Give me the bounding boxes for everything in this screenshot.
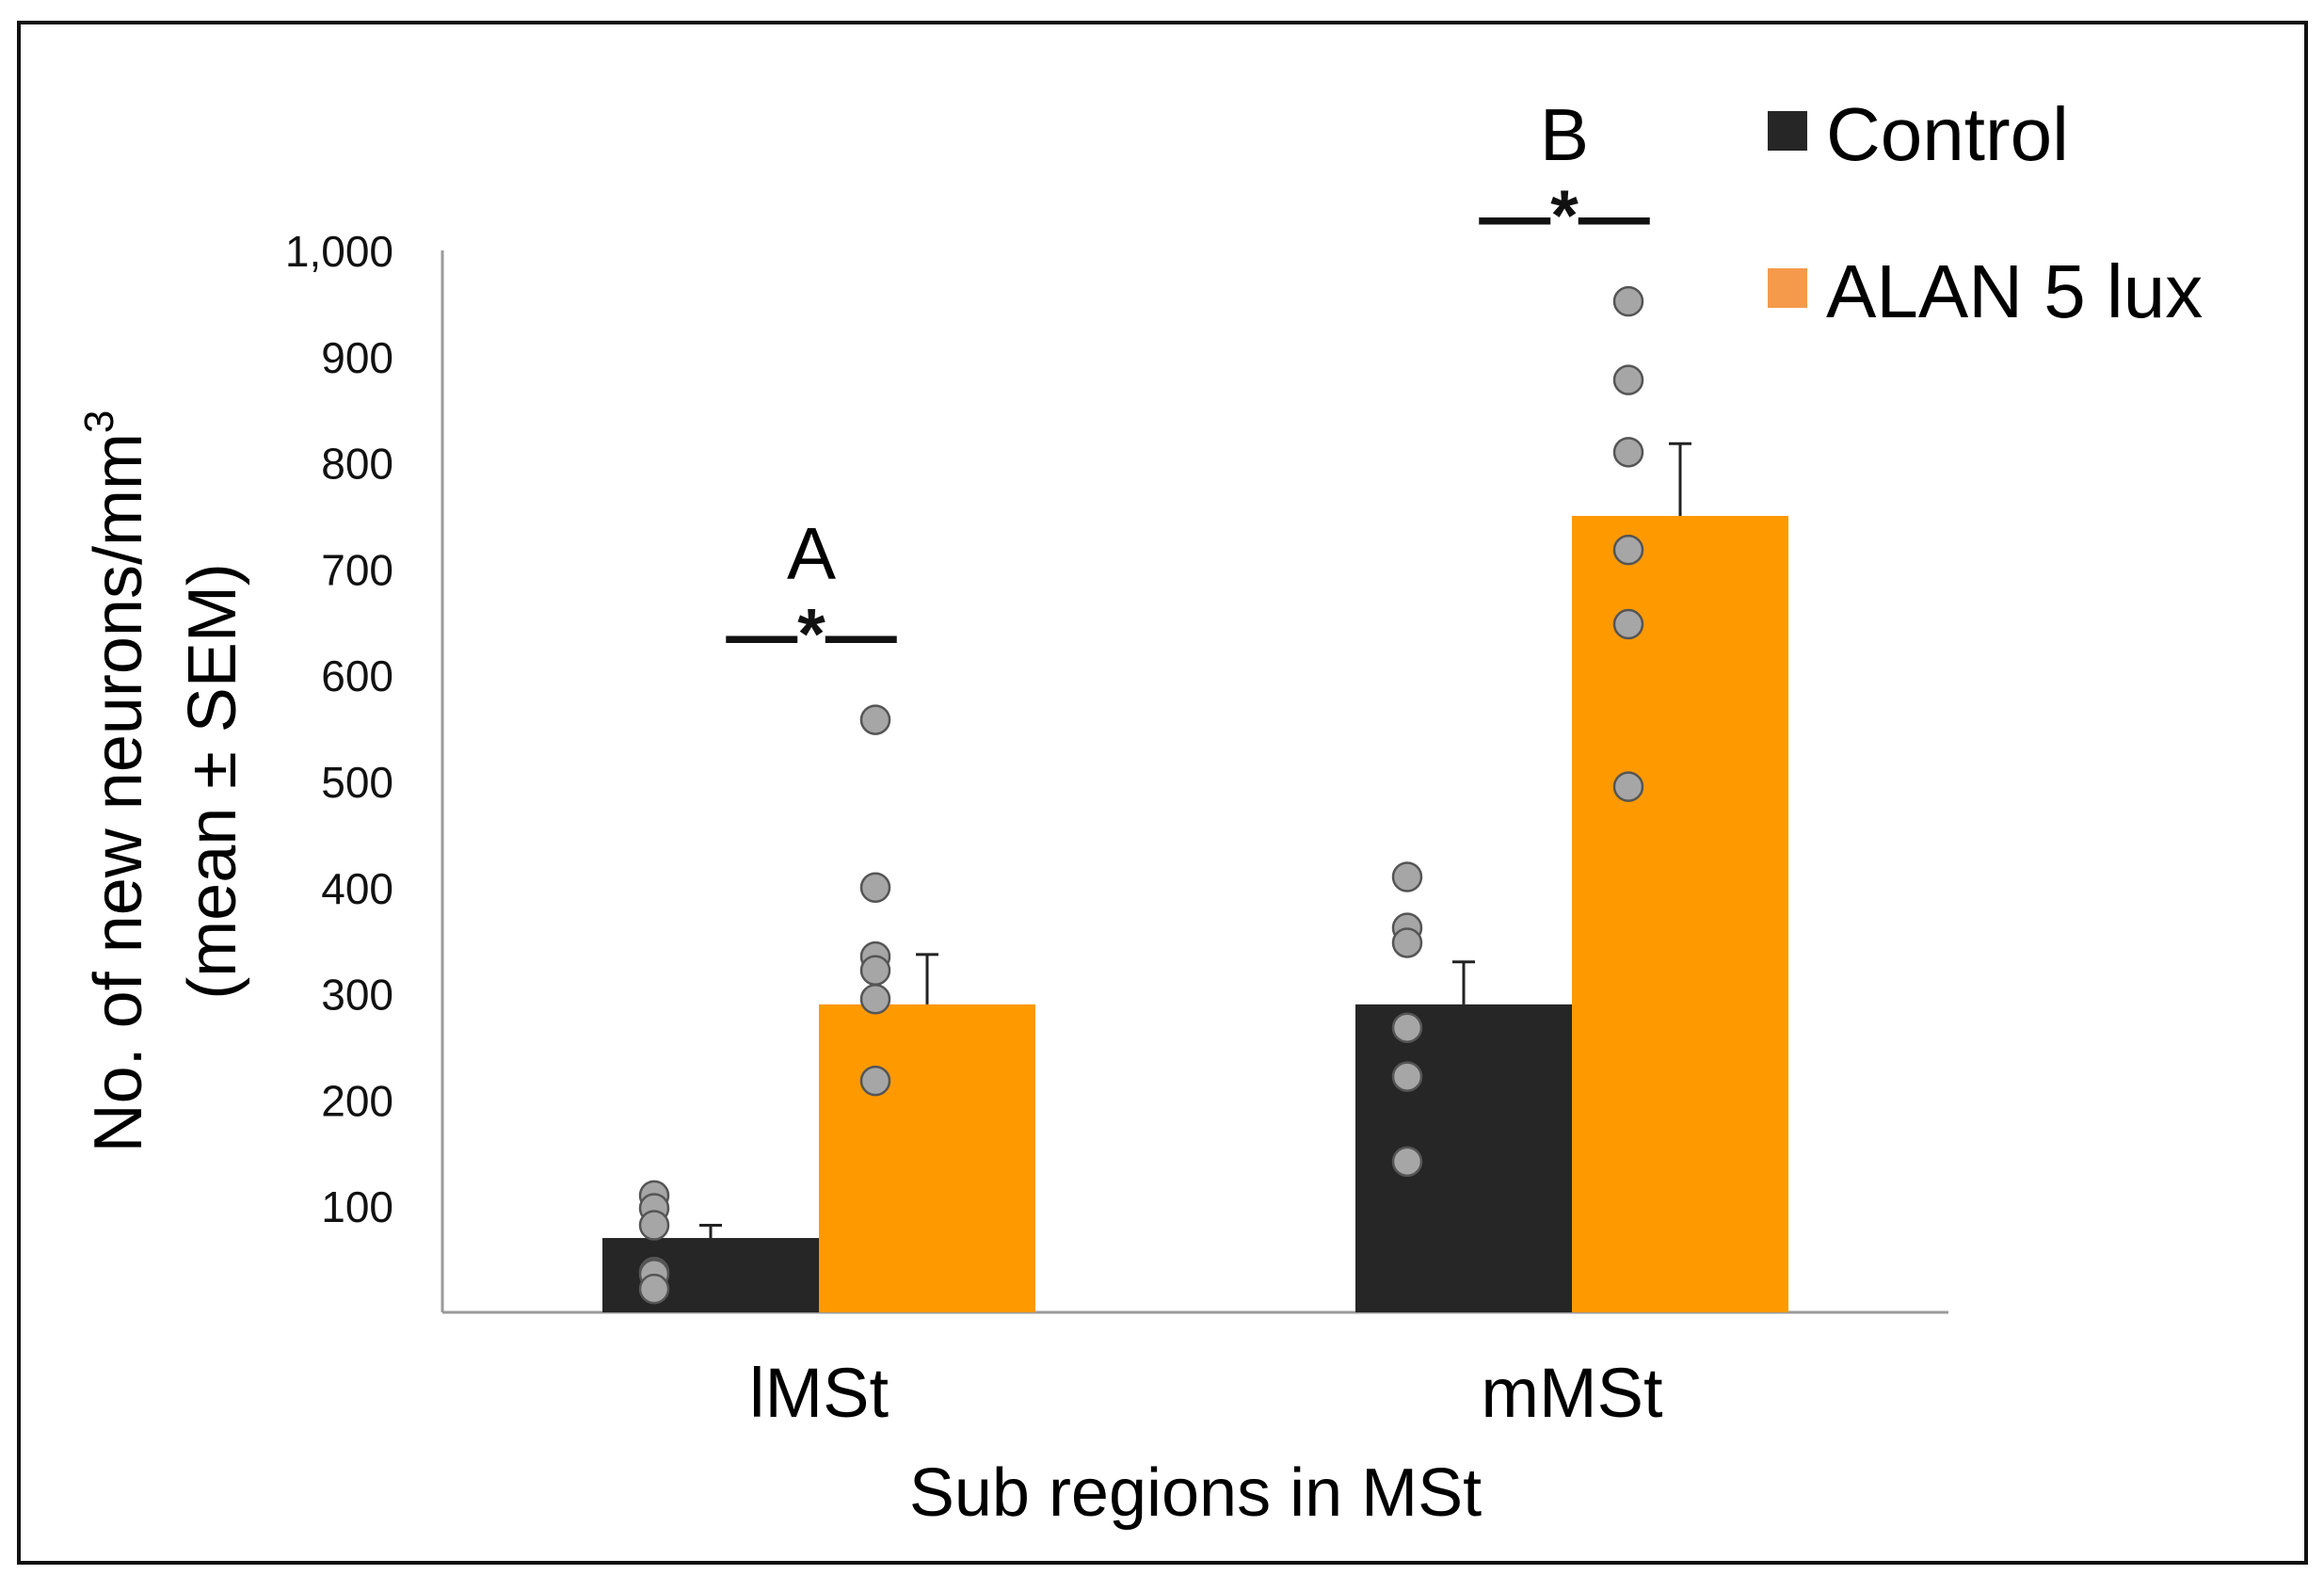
y-axis-label-line2: (mean ± SEM) [175,563,250,1000]
bar-control-lMSt [602,1238,819,1312]
legend-label-alan: ALAN 5 lux [1826,249,2203,333]
data-point-alan-lMSt [859,955,891,987]
data-point-alan-mMSt [1612,534,1644,566]
significance-mark-lMSt: —*— [726,595,897,675]
data-point-alan-lMSt [859,872,891,904]
y-axis-label-line2-group: (mean ± SEM) [175,563,250,1000]
y-tick-label: 800 [321,440,393,489]
panel-letter-B: B [1540,93,1589,176]
category-labels: lMSt mMSt [749,1354,1663,1432]
y-tick-label: 400 [321,864,393,913]
significance-mark-mMSt: —*— [1479,176,1650,256]
data-point-control-lMSt [638,1210,670,1241]
data-point-alan-lMSt [859,1065,891,1097]
y-tick-label: 900 [321,333,393,382]
data-point-control-lMSt [638,1273,670,1305]
y-tick-label: 300 [321,971,393,1020]
y-tick-label: 600 [321,651,393,700]
y-axis-label-text: No. of new neurons/mm [81,433,156,1152]
data-point-control-mMSt [1391,861,1423,892]
data-point-control-mMSt [1391,927,1423,958]
y-tick-labels: 100 200 300 400 500 600 700 800 900 1,000 [285,227,393,1231]
y-axis-label-superscript: 3 [76,410,122,433]
bar-control-mMSt [1355,1004,1572,1312]
data-point-alan-mMSt [1612,364,1644,395]
legend-swatch-control [1768,111,1807,151]
data-points [638,285,1644,1305]
y-tick-label: 200 [321,1076,393,1125]
data-point-alan-mMSt [1612,608,1644,640]
legend-label-control: Control [1826,92,2069,176]
data-point-control-mMSt [1391,1146,1423,1178]
x-axis-label: Sub regions in MSt [909,1455,1482,1531]
y-tick-label: 700 [321,545,393,594]
data-point-alan-lMSt [859,983,891,1015]
category-label-lMSt: lMSt [749,1354,889,1432]
y-tick-label: 1,000 [285,227,393,276]
bars [602,516,1788,1312]
data-point-alan-mMSt [1612,437,1644,468]
data-point-alan-lMSt [859,704,891,735]
y-tick-label: 100 [321,1182,393,1231]
legend: Control ALAN 5 lux [1768,92,2203,333]
error-bars [699,442,1691,1239]
data-point-control-mMSt [1391,1061,1423,1092]
data-point-alan-mMSt [1612,771,1644,802]
data-point-alan-mMSt [1612,285,1644,317]
y-axis-label-line1-group: No. of new neurons/mm3 [76,410,156,1153]
bar-alan-lMSt [819,1004,1035,1312]
y-axis-label-line1: No. of new neurons/mm3 [76,410,156,1153]
panel-letter-A: A [787,512,836,595]
category-label-mMSt: mMSt [1481,1354,1663,1432]
legend-swatch-alan [1768,268,1807,308]
data-point-control-mMSt [1391,1012,1423,1043]
significance-annotations: —*—A—*—B [726,93,1650,674]
figure-frame [17,21,2308,1565]
y-tick-label: 500 [321,758,393,807]
bar-alan-mMSt [1572,516,1788,1312]
